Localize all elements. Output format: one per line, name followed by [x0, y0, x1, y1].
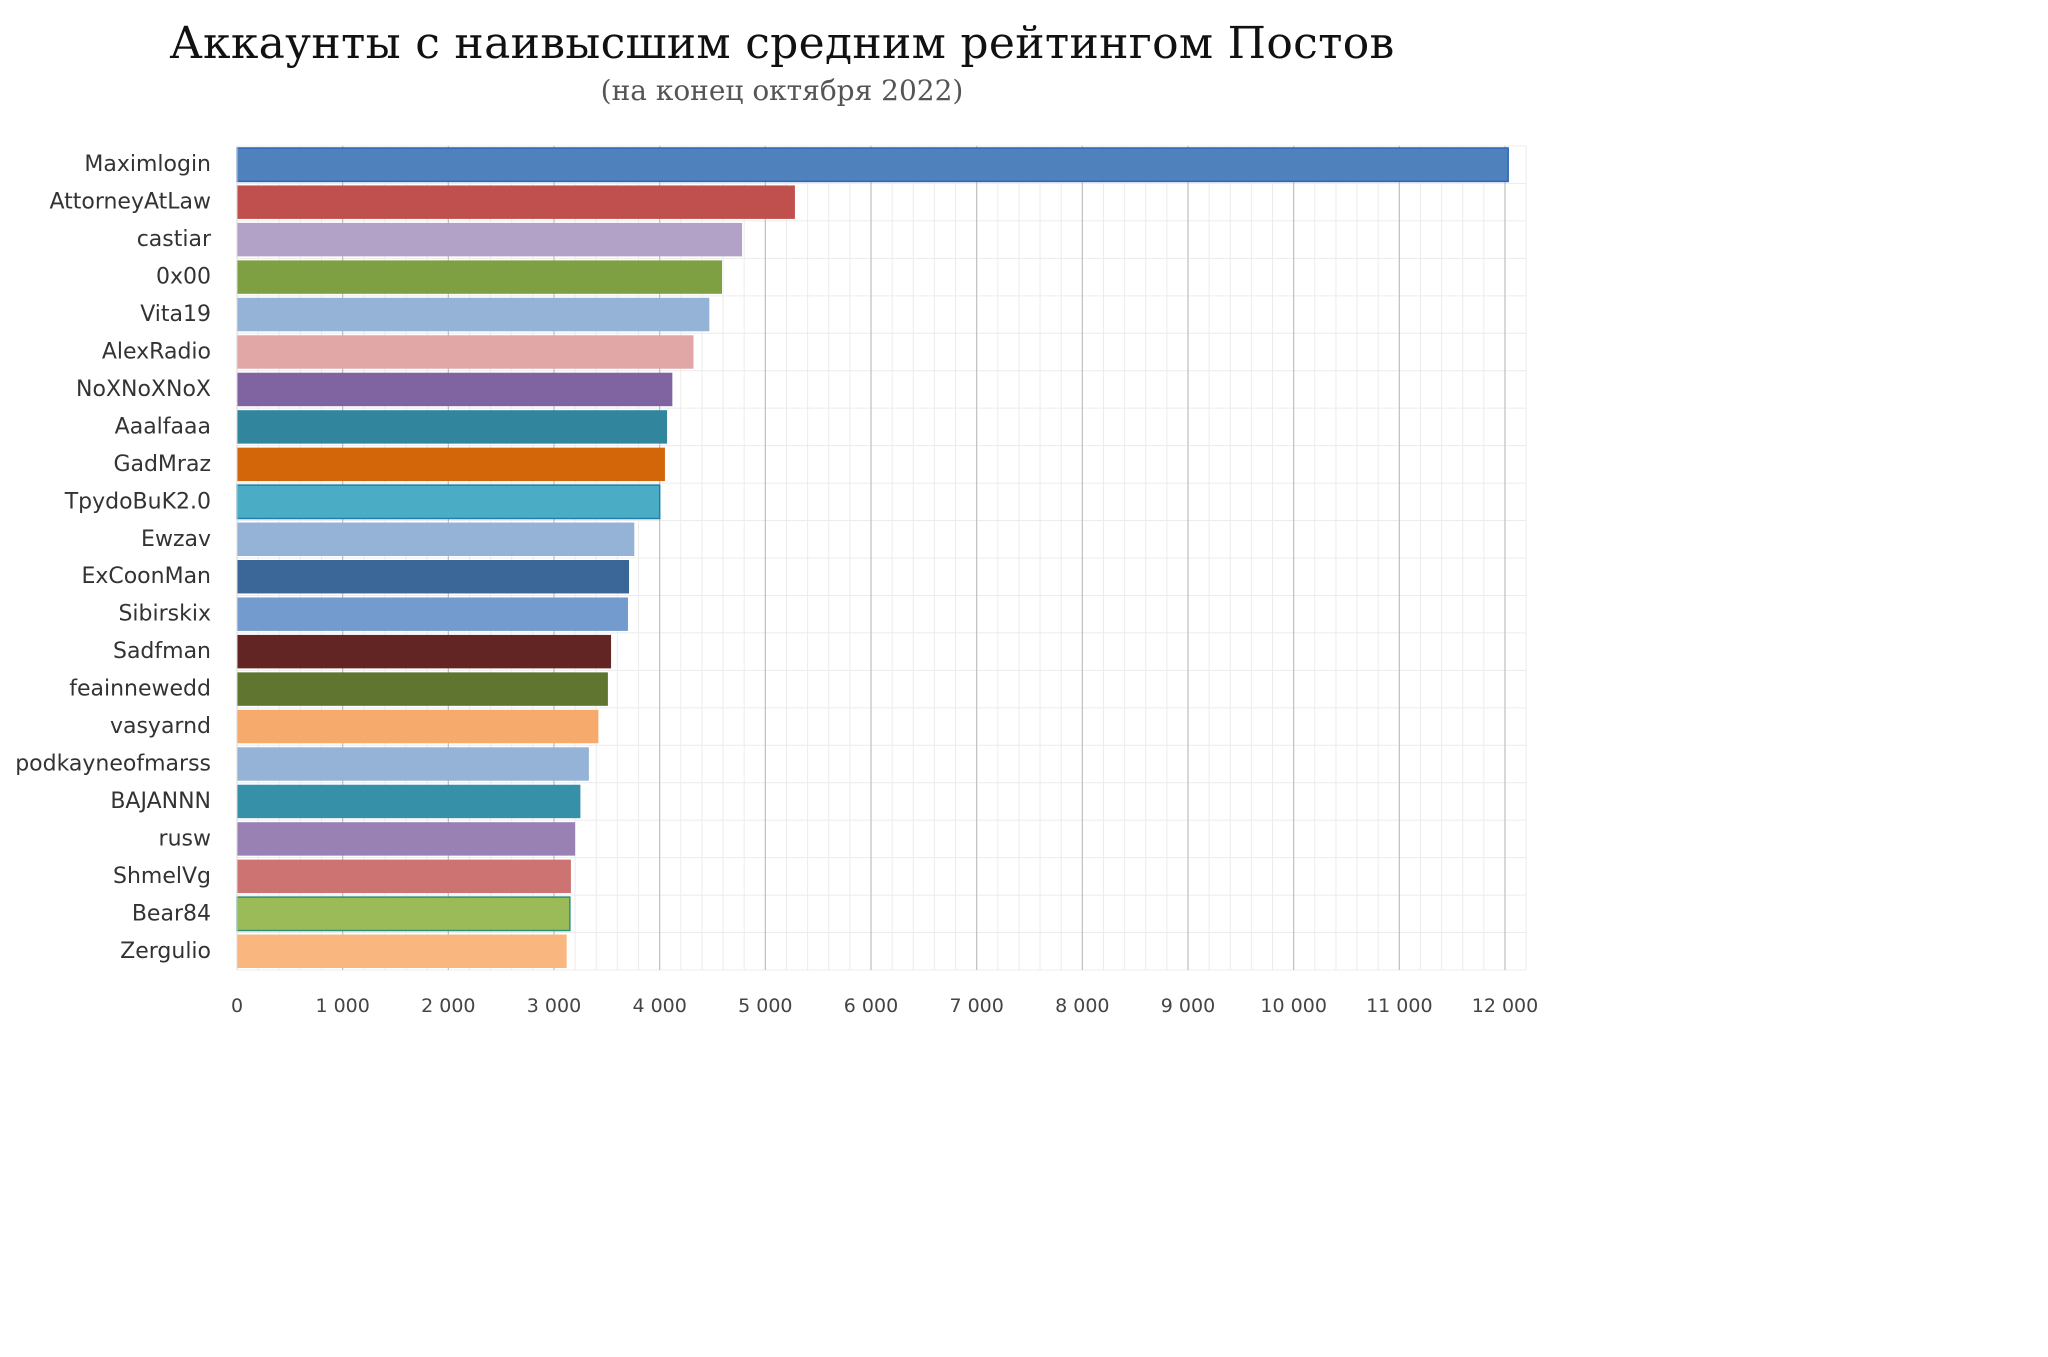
category-label: ShmelVg: [113, 864, 211, 889]
category-label: Maximlogin: [84, 152, 211, 177]
category-label: AlexRadio: [102, 340, 211, 365]
category-label: GadMraz: [113, 452, 211, 477]
category-label: feainnewedd: [69, 677, 211, 702]
bar: [237, 747, 589, 781]
bar: [237, 185, 795, 219]
x-axis-tick-labels: 0 1 000 2 000 3 000 4 000 5 000 6 000 7 000 8 00…: [231, 995, 1538, 1017]
category-label: rusw: [159, 826, 211, 851]
bar: [237, 260, 723, 294]
x-tick-label: 12 000: [1472, 995, 1538, 1017]
x-tick-label: 8 000: [1055, 995, 1109, 1017]
category-label: Vita19: [140, 302, 211, 327]
category-label: Sibirskix: [118, 602, 211, 627]
bar: [237, 634, 612, 669]
x-tick-label: 1 000: [315, 995, 369, 1017]
category-label: Ewzav: [141, 527, 211, 552]
bar: [236, 896, 571, 932]
category-label: AttorneyAtLaw: [49, 190, 211, 215]
x-tick-label: 0: [231, 995, 243, 1017]
chart-subtitle: (на конец октября 2022): [600, 74, 964, 107]
x-tick-label: 11 000: [1366, 995, 1432, 1017]
bar: [237, 709, 599, 744]
bar: [237, 372, 673, 407]
bar: [237, 222, 743, 257]
category-label: podkayneofmarss: [15, 752, 211, 777]
x-tick-label: 2 000: [421, 995, 475, 1017]
bar-chart: Maximlogin AttorneyAtLaw castiar 0x00 Vita19…: [15, 145, 1538, 1017]
x-tick-label: 5 000: [738, 995, 792, 1017]
x-tick-label: 6 000: [844, 995, 898, 1017]
chart-title: Аккаунты с наивысшим средним рейтингом П…: [169, 18, 1395, 69]
bar: [237, 934, 567, 968]
category-label: Sadfman: [113, 639, 211, 664]
category-labels: Maximlogin AttorneyAtLaw castiar 0x00 Vita19…: [15, 152, 212, 964]
bar: [237, 784, 581, 819]
category-label: Bear84: [132, 901, 211, 926]
category-label: TpydoBuK2.0: [64, 489, 211, 514]
category-label: Aaalfaaa: [115, 414, 211, 439]
bar: [237, 522, 635, 556]
bar: [237, 859, 571, 894]
bar: [237, 597, 628, 631]
bar: [236, 147, 1509, 183]
x-tick-label: 7 000: [949, 995, 1003, 1017]
bar: [237, 822, 576, 856]
bar: [237, 447, 665, 482]
bar: [237, 560, 630, 594]
bar: [237, 410, 668, 444]
bar: [237, 672, 608, 706]
x-tick-label: 4 000: [632, 995, 686, 1017]
category-label: vasyarnd: [110, 714, 211, 739]
bar: [236, 484, 661, 520]
x-tick-label: 10 000: [1260, 995, 1326, 1017]
x-tick-label: 9 000: [1161, 995, 1215, 1017]
category-label: BAJANNN: [110, 789, 211, 814]
bar: [237, 335, 694, 369]
category-label: NoXNoXNoX: [76, 377, 211, 402]
category-label: Zergulio: [120, 939, 211, 964]
bar: [237, 297, 710, 332]
bars: [236, 147, 1509, 968]
category-label: ExCoonMan: [81, 564, 211, 589]
category-label: 0x00: [156, 265, 211, 290]
x-tick-label: 3 000: [527, 995, 581, 1017]
category-label: castiar: [137, 227, 212, 252]
